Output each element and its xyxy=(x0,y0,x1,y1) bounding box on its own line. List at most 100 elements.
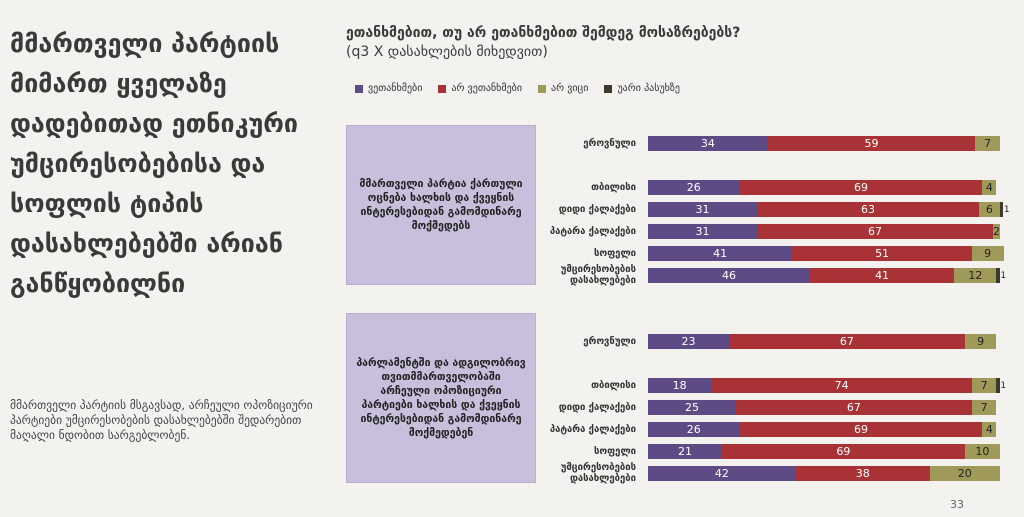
data-label: 31 xyxy=(695,225,710,238)
bar-row: 46 41 12 1 xyxy=(648,268,1006,283)
bar-segment-disagree: 51 xyxy=(792,246,972,261)
data-label: 4 xyxy=(985,423,993,436)
data-label: 25 xyxy=(685,401,699,414)
bar-segment-disagree: 41 xyxy=(809,268,955,283)
bar-segment-agree: 46 xyxy=(648,268,810,283)
bar-row: 26 69 4 xyxy=(648,180,997,195)
bar-row: 25 67 7 xyxy=(648,400,997,415)
slide-body-text: მმართველი პარტიის მსგავსად, არჩეული ოპოზ… xyxy=(10,398,313,442)
data-label: 42 xyxy=(714,467,729,480)
data-label: 1 xyxy=(1003,204,1010,215)
data-label: 10 xyxy=(975,445,990,458)
bar-segment-disagree: 38 xyxy=(795,466,930,481)
page-number: 33 xyxy=(950,498,964,511)
category-label: ეროვნული xyxy=(583,138,636,149)
bar-segment-disagree: 59 xyxy=(767,136,976,151)
data-label: 67 xyxy=(839,335,854,348)
bar-segment-dont-know: 6 xyxy=(978,202,1000,217)
bar-segment-disagree: 67 xyxy=(757,224,993,239)
chart-legend: ვეთანხმები არ ვეთანხმები არ ვიცი უარი პა… xyxy=(355,83,680,94)
legend-label-refuse: უარი პასუხზე xyxy=(617,83,680,94)
bar-segment-disagree: 67 xyxy=(728,334,965,349)
data-label: 67 xyxy=(846,401,861,414)
bar-segment-disagree: 69 xyxy=(739,422,983,437)
legend-label-disagree: არ ვეთანხმები xyxy=(451,83,523,94)
legend-item-refuse: უარი პასუხზე xyxy=(604,83,680,94)
data-label: 7 xyxy=(980,401,988,414)
data-label: 1 xyxy=(1000,270,1007,281)
category-label: სოფელი xyxy=(593,248,636,259)
legend-item-disagree: არ ვეთანხმები xyxy=(438,83,522,94)
legend-swatch-disagree xyxy=(438,84,447,93)
bar-segment-refuse: 1 xyxy=(999,202,1010,217)
category-label: უმცირესობების დასახლებები xyxy=(560,462,636,484)
data-label: 26 xyxy=(686,423,701,436)
bar-segment-agree: 26 xyxy=(648,180,740,195)
question-subtitle: (q3 X დასახლების მიხედვით) xyxy=(346,44,548,60)
data-label: 51 xyxy=(875,247,890,260)
bar-segment-disagree: 69 xyxy=(721,444,965,459)
bar-row: 18 74 7 1 xyxy=(648,378,1006,393)
category-label: სოფელი xyxy=(593,446,636,457)
data-label: 59 xyxy=(864,137,879,150)
question-heading: ეთანხმებით, თუ არ ეთანხმებით შემდეგ მოსა… xyxy=(346,24,1006,62)
category-label: პატარა ქალაქები xyxy=(549,226,636,237)
bar-segment-agree: 26 xyxy=(648,422,740,437)
data-label: 31 xyxy=(695,203,710,216)
bar-segment-agree: 34 xyxy=(648,136,768,151)
data-label: 26 xyxy=(686,181,701,194)
legend-swatch-agree xyxy=(355,84,363,93)
bar-segment-disagree: 74 xyxy=(711,378,972,393)
bar-segment-agree: 31 xyxy=(648,202,758,217)
data-label: 41 xyxy=(713,247,728,260)
category-label: უმცირესობების დასახლებები xyxy=(560,264,636,286)
bar-segment-dont-know: 9 xyxy=(964,334,997,349)
bar-segment-agree: 31 xyxy=(648,224,758,239)
data-label: 67 xyxy=(868,225,883,238)
bar-row: 26 69 4 xyxy=(648,422,997,437)
data-label: 4 xyxy=(985,181,993,194)
category-label: თბილისი xyxy=(591,380,636,391)
bar-segment-dont-know: 4 xyxy=(982,422,997,437)
bar-segment-dont-know: 7 xyxy=(971,400,997,415)
data-label: 6 xyxy=(985,203,993,216)
data-label: 18 xyxy=(672,379,687,392)
legend-swatch-dont-know xyxy=(538,84,547,93)
data-label: 41 xyxy=(875,269,890,282)
bar-segment-dont-know: 4 xyxy=(982,180,997,195)
legend-label-dont-know: არ ვიცი xyxy=(551,83,589,94)
data-label: 34 xyxy=(700,137,715,150)
data-label: 21 xyxy=(677,445,692,458)
legend-label-agree: ვეთანხმები xyxy=(368,83,423,94)
data-label: 7 xyxy=(984,137,992,150)
data-label: 20 xyxy=(957,467,972,480)
data-label: 74 xyxy=(834,379,849,392)
data-label: 38 xyxy=(855,467,870,480)
category-label: პატარა ქალაქები xyxy=(549,424,636,435)
data-label: 69 xyxy=(853,423,868,436)
bar-segment-agree: 42 xyxy=(648,466,796,481)
data-label: 46 xyxy=(721,269,736,282)
bar-row: 31 67 2 xyxy=(648,224,1000,239)
bar-segment-disagree: 69 xyxy=(739,180,983,195)
category-label: დიდი ქალაქები xyxy=(558,402,636,413)
data-label: 12 xyxy=(968,269,983,282)
statement-box-1: მმართველი პარტია ქართული ოცნება ხალხის დ… xyxy=(346,125,536,285)
slide-title: მმართველი პარტიის მიმართ ყველაზე დადებით… xyxy=(10,29,298,298)
data-label: 23 xyxy=(681,335,696,348)
bar-row: 31 63 6 1 xyxy=(648,202,1010,217)
legend-swatch-refuse xyxy=(604,84,613,93)
bar-segment-agree: 23 xyxy=(648,334,729,349)
bar-segment-agree: 21 xyxy=(648,444,722,459)
bar-segment-dont-know: 7 xyxy=(975,136,1000,151)
bar-segment-dont-know: 9 xyxy=(971,246,1004,261)
legend-item-agree: ვეთანხმები xyxy=(355,83,422,94)
data-label: 2 xyxy=(992,225,1000,238)
bar-segment-refuse: 1 xyxy=(996,378,1006,393)
bar-segment-agree: 41 xyxy=(648,246,793,261)
bar-row: 21 69 10 xyxy=(648,444,1000,459)
bar-segment-disagree: 63 xyxy=(757,202,979,217)
bar-segment-dont-know: 2 xyxy=(992,224,1000,239)
bar-segment-dont-know: 20 xyxy=(929,466,1000,481)
data-label: 1 xyxy=(1000,380,1007,391)
